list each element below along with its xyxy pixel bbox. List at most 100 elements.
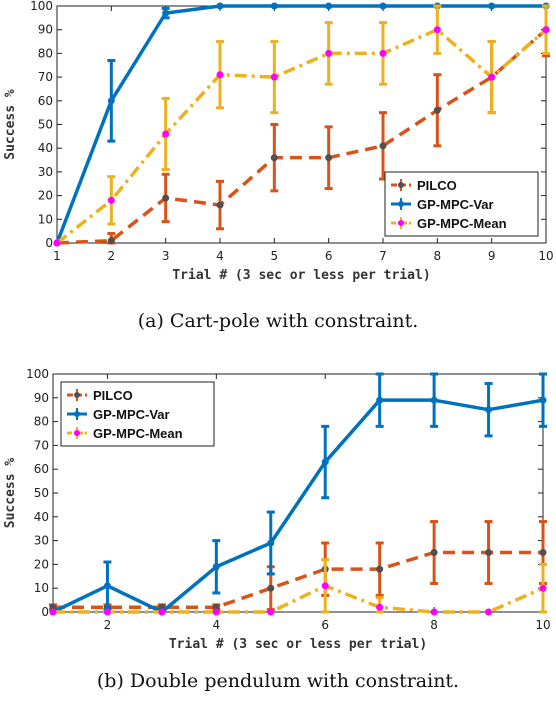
legend-item: GP-MPC-Var [67,407,170,422]
data-point [270,73,278,81]
data-point [539,396,547,404]
series-line [52,398,544,614]
data-point [485,549,493,556]
y-tick-label: 30 [38,165,53,179]
data-point [267,584,275,592]
data-point [376,603,384,611]
y-tick-label: 80 [34,415,49,429]
x-tick-label: 8 [434,249,442,263]
legend-marker [398,201,404,207]
data-point [321,582,329,590]
y-tick-label: 70 [38,70,53,84]
data-point [321,458,329,466]
legend-item: PILCO [391,178,457,193]
y-tick-label: 20 [38,189,53,203]
data-point [107,97,115,105]
y-tick-label: 30 [34,534,49,548]
x-tick-label: 4 [216,249,224,263]
data-point [325,49,333,57]
data-point [379,142,387,150]
y-tick-label: 100 [26,367,49,381]
chart-cartpole: 0 10 20 30 40 50 60 70 80 90 100 1 2 3 4 5 6 7 8 9 10 Trial #… [3,0,554,283]
data-point [107,196,115,204]
series-line [55,4,546,244]
y-tick-label: 20 [34,557,49,571]
data-point [216,71,224,79]
data-point [103,582,111,590]
x-tick-label: 5 [271,249,279,263]
legend-item: GP-MPC-Var [391,197,494,212]
chart-double-pendulum: 0 10 20 30 40 50 60 70 80 90 100 2 4 6 8 10 Trial # (3 s… [3,367,551,652]
data-point [267,608,275,616]
y-tick-label: 0 [45,236,53,250]
y-tick-label: 80 [38,46,53,60]
data-point [216,2,224,10]
chart-caption: (b) Double pendulum with constraint. [96,670,460,692]
series-line [55,27,548,245]
data-point [542,26,550,34]
x-tick-label: 9 [488,249,496,263]
data-point [430,608,438,616]
data-point [162,130,170,138]
x-tick-label: 2 [108,249,116,263]
chart-caption: (a) Cart-pole with constraint. [137,310,419,332]
series-line [56,28,548,245]
data-point [485,608,493,616]
series-gp-mpc-mean [49,558,547,616]
data-point [267,539,275,547]
data-point [270,154,278,162]
legend-marker [398,220,404,226]
y-tick-label: 60 [38,94,53,108]
legend-marker [74,411,80,417]
legend-label: PILCO [417,178,457,193]
data-point [162,194,170,202]
legend-marker [74,430,80,436]
data-point [325,2,333,10]
data-point [539,549,547,556]
y-tick-label: 60 [34,462,49,476]
legend-item: GP-MPC-Mean [391,216,507,231]
y-tick-label: 10 [38,212,53,226]
data-point [212,608,220,616]
legend-marker [398,182,404,188]
legend: PILCO GP-MPC-Var GP-MPC-Mean [384,171,539,237]
data-point [430,396,438,404]
x-axis-label: Trial # (3 sec or less per trial) [169,637,427,652]
data-point [433,26,441,34]
chart-panel-double-pendulum: 0 10 20 30 40 50 60 70 80 90 100 2 4 6 8 10 Trial # (3 s… [0,362,556,708]
series-line [53,550,543,609]
data-point [162,9,170,17]
x-tick-label: 10 [535,618,550,632]
x-tick-label: 8 [430,618,438,632]
legend-label: GP-MPC-Mean [417,216,507,231]
x-tick-label: 3 [162,249,170,263]
data-point [212,563,220,571]
y-tick-label: 10 [34,581,49,595]
x-tick-label: 7 [379,249,387,263]
y-axis-label: Success % [3,458,18,529]
series-line [53,584,544,614]
legend-label: PILCO [93,388,133,403]
legend-item: GP-MPC-Mean [67,426,183,441]
data-point [103,608,111,616]
data-point [49,608,57,616]
data-point [158,608,166,616]
y-tick-label: 90 [34,391,49,405]
chart-panel-cartpole: 0 10 20 30 40 50 60 70 80 90 100 1 2 3 4 5 6 7 8 9 10 Trial #… [0,0,556,348]
x-tick-label: 6 [325,249,333,263]
x-tick-label: 6 [321,618,329,632]
legend-item: PILCO [67,388,133,403]
data-point [325,154,333,162]
legend-marker [74,392,80,398]
y-tick-label: 100 [30,0,53,13]
series-gp-mpc-mean [53,4,550,247]
y-tick-label: 50 [38,118,53,132]
data-point [430,549,438,556]
legend-label: GP-MPC-Mean [93,426,183,441]
y-tick-label: 70 [34,438,49,452]
legend-label: GP-MPC-Var [417,197,494,212]
y-tick-label: 90 [38,23,53,37]
data-point [53,239,61,247]
series-gp-mpc-var [49,372,547,616]
y-tick-label: 0 [41,605,49,619]
